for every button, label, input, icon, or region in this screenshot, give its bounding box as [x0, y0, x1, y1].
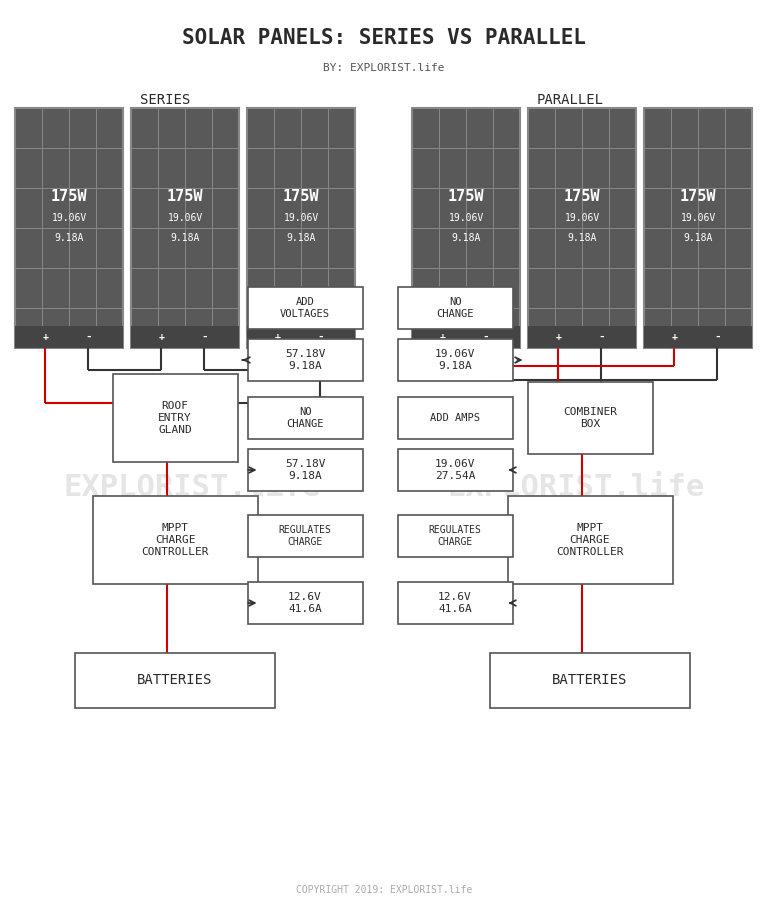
Text: 175W: 175W: [51, 189, 88, 204]
Text: -: -: [85, 332, 92, 342]
Text: +: +: [158, 332, 164, 342]
Bar: [412, 108, 520, 348]
Text: 19.06V: 19.06V: [51, 213, 87, 223]
Bar: [247, 582, 362, 624]
Text: 19.06V: 19.06V: [449, 213, 484, 223]
Bar: [528, 326, 636, 348]
Bar: [131, 108, 239, 348]
Text: REGULATES
CHARGE: REGULATES CHARGE: [279, 525, 332, 547]
Text: 57.18V
9.18A: 57.18V 9.18A: [285, 350, 326, 370]
Text: REGULATES
CHARGE: REGULATES CHARGE: [429, 525, 482, 547]
Bar: [644, 108, 752, 348]
Text: 12.6V
41.6A: 12.6V 41.6A: [438, 592, 472, 614]
Bar: [398, 397, 512, 439]
Text: +: +: [274, 332, 280, 342]
Text: 175W: 175W: [448, 189, 485, 204]
Text: 9.18A: 9.18A: [452, 232, 481, 242]
Text: COMBINER
BOX: COMBINER BOX: [563, 407, 617, 429]
Text: ADD
VOLTAGES: ADD VOLTAGES: [280, 297, 330, 319]
Bar: [75, 653, 275, 707]
Bar: [528, 108, 636, 348]
Text: -: -: [714, 332, 721, 342]
Text: BY: EXPLORIST.life: BY: EXPLORIST.life: [323, 63, 445, 73]
Text: 19.06V: 19.06V: [167, 213, 203, 223]
Bar: [15, 326, 123, 348]
Text: EXPLORIST.life: EXPLORIST.life: [448, 473, 704, 502]
Text: -: -: [317, 332, 324, 342]
Text: 9.18A: 9.18A: [170, 232, 200, 242]
Bar: [112, 374, 237, 462]
Bar: [15, 108, 123, 348]
Text: 175W: 175W: [167, 189, 204, 204]
Bar: [528, 382, 653, 454]
Bar: [412, 326, 520, 348]
Text: 19.06V: 19.06V: [564, 213, 600, 223]
Text: 19.06V
27.54A: 19.06V 27.54A: [435, 459, 475, 481]
Bar: [247, 108, 355, 348]
Bar: [508, 496, 673, 584]
Bar: [247, 339, 362, 381]
Text: 19.06V: 19.06V: [680, 213, 716, 223]
Bar: [247, 449, 362, 491]
Bar: [247, 326, 355, 348]
Bar: [131, 326, 239, 348]
Bar: [490, 653, 690, 707]
Text: 19.06V
9.18A: 19.06V 9.18A: [435, 350, 475, 370]
Text: ADD AMPS: ADD AMPS: [430, 413, 480, 423]
Bar: [644, 326, 752, 348]
Text: +: +: [439, 332, 445, 342]
Text: BATTERIES: BATTERIES: [137, 673, 213, 687]
Text: 57.18V
9.18A: 57.18V 9.18A: [285, 459, 326, 481]
Text: COPYRIGHT 2019: EXPLORIST.life: COPYRIGHT 2019: EXPLORIST.life: [296, 885, 472, 895]
Text: EXPLORIST.life: EXPLORIST.life: [64, 473, 320, 502]
Text: MPPT
CHARGE
CONTROLLER: MPPT CHARGE CONTROLLER: [141, 523, 209, 557]
Text: 9.18A: 9.18A: [286, 232, 316, 242]
Text: 175W: 175W: [680, 189, 717, 204]
Text: +: +: [42, 332, 48, 342]
Bar: [398, 449, 512, 491]
Text: -: -: [201, 332, 208, 342]
Text: 175W: 175W: [283, 189, 319, 204]
Bar: [247, 515, 362, 557]
Text: SOLAR PANELS: SERIES VS PARALLEL: SOLAR PANELS: SERIES VS PARALLEL: [182, 28, 586, 48]
Text: 9.18A: 9.18A: [684, 232, 713, 242]
Text: SERIES: SERIES: [140, 93, 190, 107]
Text: NO
CHANGE: NO CHANGE: [436, 297, 474, 319]
Text: BATTERIES: BATTERIES: [552, 673, 627, 687]
Bar: [398, 339, 512, 381]
Text: +: +: [671, 332, 677, 342]
Text: -: -: [482, 332, 488, 342]
Text: +: +: [555, 332, 561, 342]
Text: -: -: [598, 332, 605, 342]
Text: ROOF
ENTRY
GLAND: ROOF ENTRY GLAND: [158, 401, 192, 435]
Text: MPPT
CHARGE
CONTROLLER: MPPT CHARGE CONTROLLER: [556, 523, 624, 557]
Text: 9.18A: 9.18A: [568, 232, 597, 242]
Bar: [398, 287, 512, 329]
Bar: [398, 515, 512, 557]
Text: 12.6V
41.6A: 12.6V 41.6A: [288, 592, 322, 614]
Bar: [398, 582, 512, 624]
Text: 19.06V: 19.06V: [283, 213, 319, 223]
Text: 175W: 175W: [564, 189, 601, 204]
Bar: [247, 397, 362, 439]
Text: 9.18A: 9.18A: [55, 232, 84, 242]
Bar: [92, 496, 257, 584]
Bar: [247, 287, 362, 329]
Text: NO
CHANGE: NO CHANGE: [286, 407, 324, 429]
Text: PARALLEL: PARALLEL: [537, 93, 604, 107]
